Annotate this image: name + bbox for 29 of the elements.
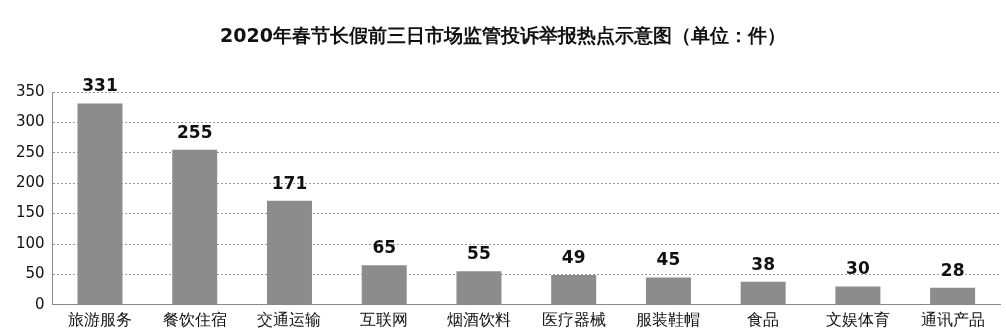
y-tick-label: 200 — [15, 173, 45, 192]
x-tick-label: 医疗器械 — [541, 309, 606, 329]
y-tick-label: 150 — [15, 203, 45, 222]
data-label: 255 — [176, 121, 213, 142]
chart-title: 2020年春节长假前三日市场监管投诉举报热点示意图（单位：件） — [219, 23, 787, 48]
data-label: 171 — [271, 172, 308, 193]
y-tick-label: 350 — [15, 81, 45, 100]
data-label: 30 — [846, 258, 870, 279]
x-tick-label: 旅游服务 — [68, 309, 132, 329]
data-label: 38 — [751, 253, 775, 274]
x-tick-label: 通讯产品 — [920, 309, 985, 329]
data-label: 28 — [940, 259, 965, 280]
x-tick-label: 服装鞋帽 — [636, 309, 701, 329]
data-label: 55 — [467, 243, 491, 264]
y-tick-label: 50 — [25, 264, 45, 283]
x-tick-label: 食品 — [747, 309, 780, 329]
data-label: 49 — [561, 246, 586, 267]
x-tick-label: 互联网 — [360, 309, 409, 329]
data-label: 45 — [656, 249, 681, 270]
y-tick-label: 250 — [15, 142, 45, 161]
x-tick-label: 餐饮住宿 — [162, 309, 227, 329]
x-tick-label: 烟酒饮料 — [446, 309, 511, 329]
y-tick-label: 0 — [35, 294, 45, 313]
x-tick-label: 交通运输 — [257, 309, 322, 329]
x-tick-label: 文娱体育 — [825, 309, 890, 329]
data-label: 331 — [82, 75, 118, 96]
y-tick-label: 100 — [15, 233, 45, 252]
y-tick-label: 300 — [15, 112, 45, 131]
data-label: 65 — [372, 237, 397, 258]
